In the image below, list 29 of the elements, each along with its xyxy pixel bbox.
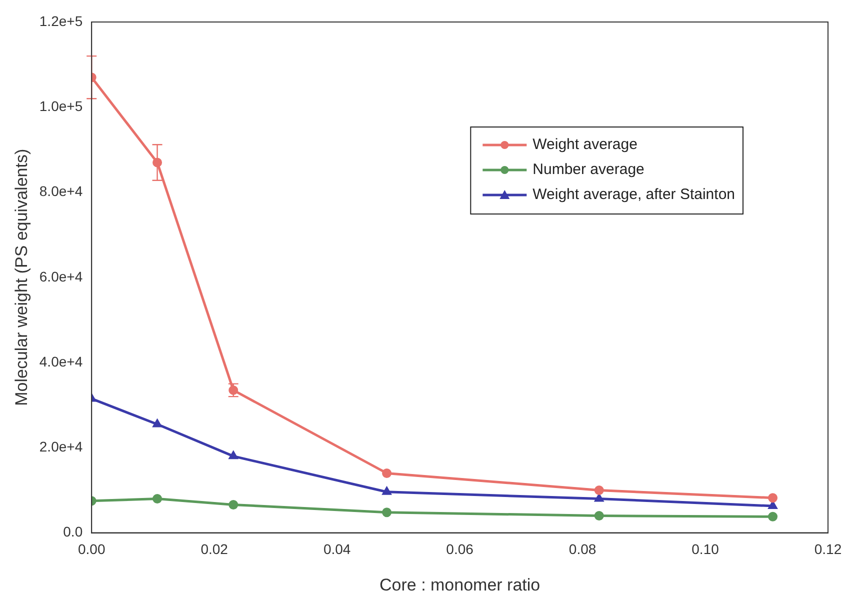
x-tick-label: 0.12	[814, 541, 842, 558]
x-tick-label: 0.04	[323, 541, 351, 558]
x-tick-label: 0.00	[78, 541, 106, 558]
y-axis-title: Molecular weight (PS equivalents)	[12, 148, 31, 406]
point	[382, 508, 392, 518]
legend-label: Weight average, after Stainton	[532, 186, 736, 204]
point	[228, 500, 238, 510]
point	[382, 468, 392, 478]
y-tick-label: 2.0e+4	[39, 438, 83, 455]
y-tick-label: 1.2e+5	[39, 12, 83, 29]
x-tick-label: 0.06	[446, 541, 474, 558]
point	[594, 494, 604, 502]
y-tick-label: 6.0e+4	[39, 268, 83, 284]
y-tick-label: 1.0e+5	[39, 98, 83, 114]
legend-label: Weight average	[532, 136, 638, 154]
point	[594, 485, 604, 495]
x-axis-title: Core : monomer ratio	[379, 575, 540, 594]
point	[152, 494, 162, 504]
x-tick-label: 0.08	[568, 541, 596, 558]
y-tick-label: 4.0e+4	[39, 353, 83, 370]
y-tick-label: 8.0e+4	[39, 183, 83, 200]
point	[768, 493, 778, 503]
point	[229, 451, 238, 460]
y-tick-label: 0.0	[63, 524, 83, 540]
x-tick-label: 0.10	[692, 541, 720, 558]
point	[768, 512, 778, 522]
point	[594, 511, 604, 521]
x-tick-label: 0.02	[200, 541, 228, 558]
legend-label: Number average	[532, 161, 644, 178]
